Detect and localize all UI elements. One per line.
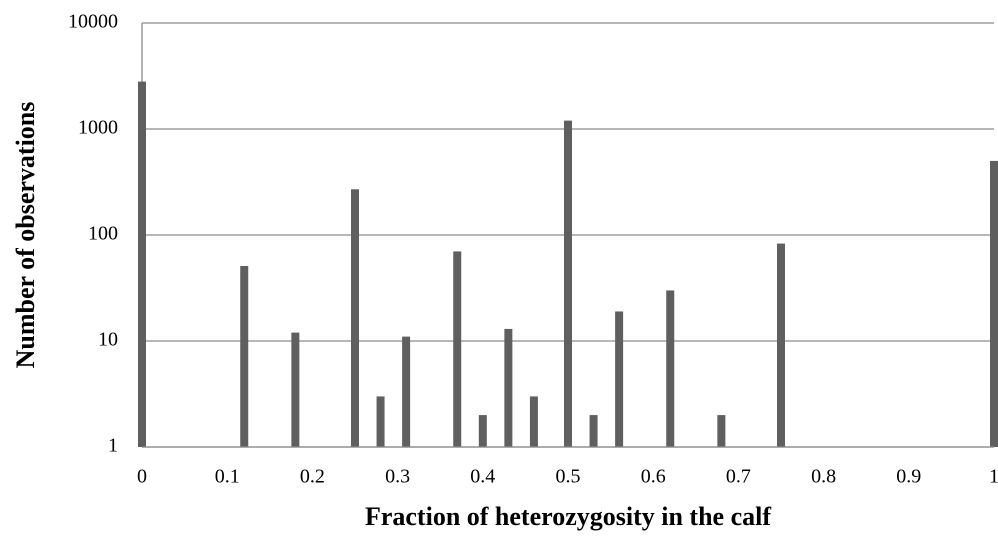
y-tick-label: 1000 [78, 117, 118, 139]
x-tick-label: 0.8 [811, 466, 836, 488]
bar [564, 120, 572, 448]
bar [777, 243, 785, 447]
bar [666, 290, 675, 447]
y-tick-label: 1 [108, 435, 118, 457]
x-tick-label: 0.7 [726, 466, 751, 488]
x-tick-label: 0.5 [556, 466, 581, 488]
x-tick-label: 0.6 [641, 466, 666, 488]
x-tick-label: 0 [137, 466, 147, 488]
bar [291, 332, 300, 447]
x-tick-label: 0.9 [896, 466, 921, 488]
bar [240, 265, 249, 447]
y-tick-label: 10 [98, 329, 118, 351]
x-tick-label: 0.1 [215, 466, 240, 488]
bar [990, 160, 998, 447]
bar [504, 328, 513, 447]
x-tick-label: 0.2 [300, 466, 325, 488]
bar [589, 415, 598, 447]
bar [453, 251, 462, 447]
bar [402, 336, 411, 447]
bar [529, 396, 538, 447]
y-tick-label: 100 [88, 223, 118, 245]
y-tick-label: 10000 [68, 11, 118, 33]
bar [478, 415, 487, 447]
bar [138, 81, 146, 447]
x-axis-title: Fraction of heterozygosity in the calf [365, 502, 771, 531]
bar [376, 396, 385, 447]
x-tick-label: 1 [989, 466, 998, 488]
bar [351, 189, 359, 447]
x-tick-label: 0.3 [385, 466, 410, 488]
y-axis-title: Number of observations [11, 102, 40, 369]
bar [615, 311, 624, 447]
bar [717, 415, 726, 447]
x-tick-label: 0.4 [470, 466, 495, 488]
